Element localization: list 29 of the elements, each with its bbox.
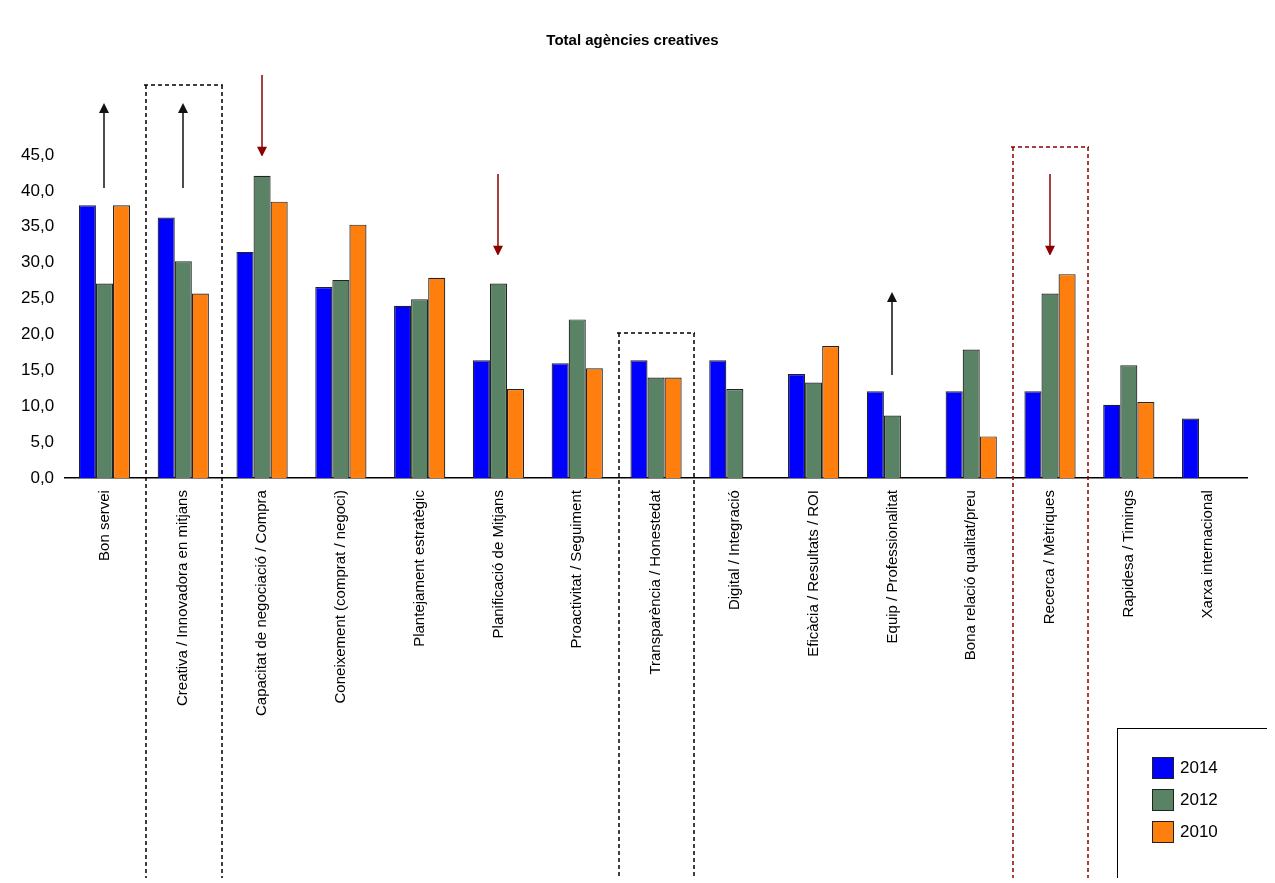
chart-title: Total agències creatives bbox=[546, 31, 719, 49]
legend-label: 2012 bbox=[1180, 790, 1218, 810]
y-tick-label: 45,0 bbox=[20, 144, 55, 164]
y-tick-label: 30,0 bbox=[20, 252, 55, 272]
x-tick-label: Digital / Integració bbox=[724, 490, 742, 611]
y-tick-label: 20,0 bbox=[20, 324, 55, 344]
x-tick-label: Capacitat de negociació / Compra bbox=[252, 489, 270, 717]
x-tick-label: Xarxa internacional bbox=[1197, 490, 1215, 619]
x-tick-label: Plantejament estratègic bbox=[409, 489, 427, 647]
x-tick-label: Bona relació qualitat/preu bbox=[961, 490, 979, 661]
x-tick-label: Coneixement (comprat / negoci) bbox=[331, 490, 349, 704]
y-tick-label: 25,0 bbox=[20, 288, 55, 308]
x-tick-label: Rapidesa / Timings bbox=[1118, 490, 1136, 618]
x-tick-label: Creativa / Innovadora en mitjans bbox=[173, 490, 191, 706]
x-tick-label: Equip / Professionalitat bbox=[882, 489, 900, 644]
y-tick-label: 10,0 bbox=[20, 395, 55, 415]
legend-label: 2010 bbox=[1180, 822, 1218, 842]
y-tick-label: 40,0 bbox=[20, 180, 55, 200]
x-tick-label: Recerca / Mètriques bbox=[1040, 490, 1058, 625]
x-tick-label: Transparència / Honestedat bbox=[646, 489, 664, 675]
x-tick-label: Eficàcia / Resultats / ROI bbox=[803, 490, 821, 657]
x-tick-label: Planificació de Mitjans bbox=[488, 490, 506, 639]
y-tick-label: 15,0 bbox=[20, 360, 55, 380]
y-tick-label: 35,0 bbox=[20, 216, 55, 236]
legend-label: 2014 bbox=[1180, 758, 1218, 778]
x-tick-label: Bon servei bbox=[94, 490, 112, 561]
x-tick-label: Proactivitat / Seguiment bbox=[567, 489, 585, 649]
y-tick-label: 5,0 bbox=[30, 431, 55, 451]
y-tick-label: 0,0 bbox=[30, 467, 55, 487]
